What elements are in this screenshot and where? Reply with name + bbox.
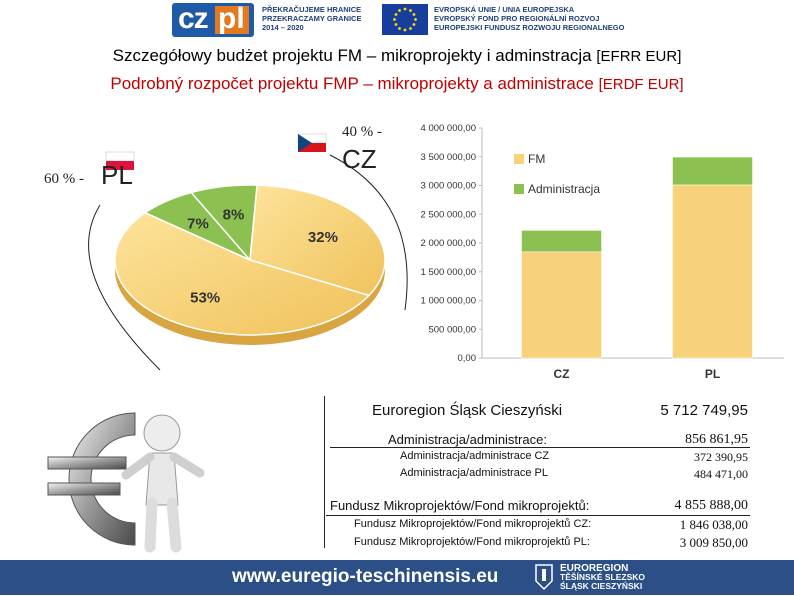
euro-figure-illustration: [47, 412, 205, 553]
program-line-3: 2014 – 2020: [262, 23, 304, 32]
fund-cz-label: Fundusz Mikroprojektów/Fond mikroprojekt…: [354, 518, 592, 530]
bar-pl-administracja: [672, 156, 753, 186]
admin-cz-value: 372 390,95: [694, 450, 748, 464]
pie-label-7pct: 7%: [187, 216, 209, 233]
footer-org-line-3: ŚLĄSK CIESZYŃSKI: [560, 581, 643, 591]
title-cz: Podrobný rozpočet projektu FMP – mikropr…: [0, 74, 794, 94]
footer-org-line-1: EUROREGION: [560, 563, 629, 574]
legend-swatch-administracja: [514, 184, 524, 194]
bar-ytick-label: 3 500 000,00: [421, 152, 476, 163]
admin-total: 856 861,95: [685, 432, 748, 447]
cz-percent-label: 40 % -: [342, 124, 382, 140]
bar-chart: 0,00 500 000,00 1 000 000,00 1 500 000,00 2 …: [404, 118, 794, 388]
bar-ytick-label: 1 500 000,00: [421, 267, 476, 278]
bar-ytick-label: 4 000 000,00: [421, 123, 476, 134]
title-pl-main: Szczegółowy budżet projektu FM – mikropr…: [112, 46, 592, 65]
euroregion-emblem-icon: [534, 563, 554, 591]
poland-flag-icon: [105, 151, 135, 170]
fund-underline: [326, 515, 750, 516]
title-cz-main: Podrobný rozpočet projektu FMP – mikropr…: [110, 74, 594, 93]
pie-slice-32pct: [249, 184, 386, 297]
bar-ytick-label: 3 000 000,00: [421, 181, 476, 192]
pl-code-label: PL: [101, 160, 133, 190]
pl-percent-label: 60 % -: [44, 171, 84, 187]
footer-org: EUROREGION TĚŠÍNSKÉ SLEZSKO ŚLĄSK CIESZY…: [560, 564, 645, 591]
eu-line-2: EVROPSKÝ FOND PRO REGIONÁLNÍ ROZVOJ: [434, 14, 600, 23]
czech-flag-icon: [297, 133, 327, 152]
admin-pl-value: 484 471,00: [694, 467, 748, 481]
pie-chart: 7% 8% 32% 53%: [88, 133, 408, 371]
legend-label-administracja: Administracja: [528, 182, 600, 196]
fund-pl-value: 3 009 850,00: [679, 535, 748, 550]
eu-fund-name: EVROPSKÁ UNIE / UNIA EUROPEJSKA EVROPSKÝ…: [434, 5, 624, 32]
pie-slice-53pct: [114, 211, 371, 336]
footer-bar: [0, 560, 794, 595]
title-pl-unit: [EFRR EUR]: [596, 48, 682, 65]
program-name: PŘEKRAČUJEME HRANICE PRZEKRACZAMY GRANIC…: [262, 5, 361, 32]
fund-pl-label: Fundusz Mikroprojektów/Fond mikroprojekt…: [354, 536, 590, 548]
admin-cz-label: Administracja/administrace CZ: [400, 450, 550, 462]
table-divider: [324, 396, 325, 548]
bar-chart-svg: 0,00 500 000,00 1 000 000,00 1 500 000,00 2 …: [421, 123, 784, 381]
logo-pl-text: pl: [218, 2, 245, 35]
admin-pl-label: Administracja/administrace PL: [400, 467, 548, 479]
bar-cz-administracja: [521, 230, 602, 253]
bar-ytick-label: 1 000 000,00: [421, 296, 476, 307]
bar-ytick-label: 500 000,00: [428, 324, 476, 335]
bar-xtick-cz: CZ: [554, 367, 570, 381]
pl-bracket: [88, 204, 161, 371]
admin-underline: [330, 447, 750, 448]
legend-label-fm: FM: [528, 152, 545, 166]
org-total: 5 712 749,95: [660, 402, 748, 419]
bar-pl-fm: [672, 184, 753, 359]
fund-label: Fundusz Mikroprojektów/Fond mikroprojekt…: [330, 498, 590, 513]
cz-code-label: CZ: [342, 144, 377, 174]
fund-total: 4 855 888,00: [674, 498, 749, 513]
bar-cz-fm: [521, 251, 602, 359]
footer-org-line-2: TĚŠÍNSKÉ SLEZSKO: [560, 572, 646, 582]
pie-label-53pct: 53%: [190, 289, 220, 306]
pie-label-32pct: 32%: [308, 229, 338, 246]
program-line-2: PRZEKRACZAMY GRANICE: [262, 14, 362, 23]
legend-swatch-fm: [514, 154, 524, 164]
bar-xtick-pl: PL: [705, 367, 720, 381]
bar-ytick-label: 2 500 000,00: [421, 209, 476, 220]
pie-label-8pct: 8%: [223, 206, 245, 223]
eu-line-1: EVROPSKÁ UNIE / UNIA EUROPEJSKA: [434, 5, 575, 14]
logo-pl-box: [215, 6, 249, 34]
eu-line-3: EUROPEJSKI FUNDUSZ ROZWOJU REGIONALNEGO: [434, 23, 625, 32]
title-pl: Szczegółowy budżet projektu FM – mikropr…: [0, 46, 794, 66]
program-line-1: PŘEKRAČUJEME HRANICE: [262, 5, 362, 14]
fund-cz-value: 1 846 038,00: [679, 517, 748, 532]
bar-ytick-label: 0,00: [458, 353, 477, 364]
footer-url: www.euregio-teschinensis.eu: [232, 566, 499, 587]
org-label: Euroregion Śląsk Cieszyński: [372, 402, 563, 419]
bar-ytick-label: 2 000 000,00: [421, 238, 476, 249]
admin-label: Administracja/administrace:: [388, 432, 547, 447]
logo-cz-text: cz: [178, 2, 209, 35]
title-cz-unit: [ERDF EUR]: [598, 76, 684, 93]
eu-flag-icon: [382, 4, 428, 35]
cz-bracket: [329, 154, 408, 311]
